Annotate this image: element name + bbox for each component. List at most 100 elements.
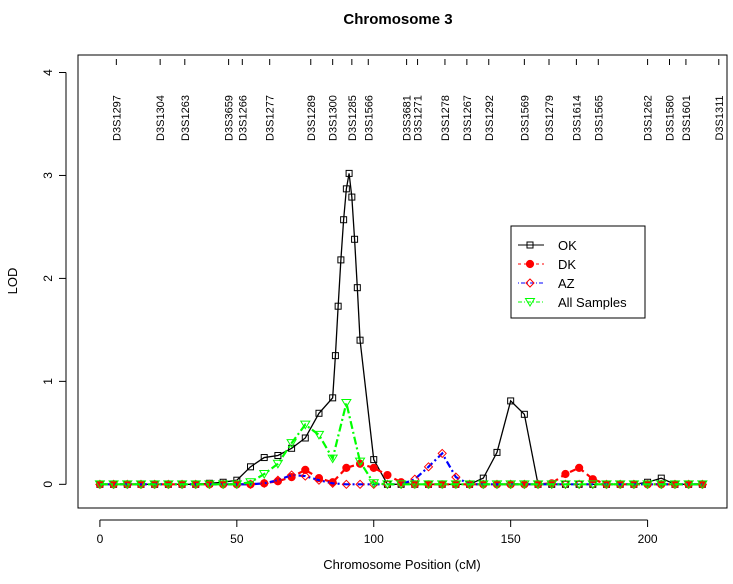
- legend-label: All Samples: [558, 295, 627, 310]
- data-point: [520, 410, 528, 418]
- data-point: [368, 479, 380, 489]
- data-point: [327, 478, 338, 488]
- series-line: [99, 402, 703, 486]
- data-point: [655, 480, 667, 490]
- marker-label-D3S1267: D3S1267: [462, 95, 474, 141]
- data-point: [190, 480, 202, 490]
- marker-label-D3S1601: D3S1601: [681, 95, 693, 141]
- data-point: [410, 474, 420, 484]
- legend: OK DK AZ All Samples: [510, 225, 646, 319]
- data-point: [601, 480, 612, 490]
- data-point: [628, 480, 640, 490]
- data-point: [518, 480, 530, 490]
- data-point: [286, 439, 297, 449]
- marker-label-D3S1566: D3S1566: [363, 95, 375, 141]
- data-point: [327, 454, 339, 464]
- data-point: [340, 398, 352, 408]
- data-point: [423, 480, 434, 490]
- marker-label-D3S1277: D3S1277: [265, 95, 277, 141]
- legend-label: AZ: [558, 276, 575, 291]
- y-tick-label: 4: [41, 69, 55, 76]
- data-point: [274, 451, 282, 459]
- legend-marker: [526, 241, 534, 249]
- data-point: [149, 480, 161, 490]
- x-tick-label: 100: [364, 532, 384, 546]
- marker-label-D3S1565: D3S1565: [593, 95, 605, 141]
- legend-label: DK: [558, 257, 576, 272]
- data-point: [299, 420, 311, 430]
- legend-marker: [525, 278, 535, 288]
- data-point: [507, 397, 515, 405]
- series-line: [99, 173, 703, 485]
- data-point: [329, 394, 337, 402]
- data-point: [573, 480, 585, 490]
- y-tick-label: 1: [41, 378, 55, 385]
- data-point: [369, 463, 378, 472]
- data-point: [423, 462, 434, 472]
- marker-label-D3S1580: D3S1580: [664, 95, 676, 141]
- data-point: [436, 480, 448, 490]
- data-point: [546, 480, 558, 490]
- chart-title: Chromosome 3: [343, 11, 452, 28]
- legend-marker: [524, 298, 536, 307]
- marker-label-D3S3681: D3S3681: [402, 95, 414, 141]
- marker-label-D3S1266: D3S1266: [237, 95, 249, 141]
- data-point: [575, 463, 584, 472]
- series-ok: [96, 169, 706, 488]
- data-point: [286, 470, 297, 480]
- data-point: [342, 185, 350, 193]
- data-point: [493, 448, 501, 456]
- y-tick-label: 3: [41, 172, 55, 179]
- data-point: [491, 480, 503, 490]
- data-point: [260, 454, 268, 462]
- legend-marker: [525, 259, 535, 269]
- data-point: [353, 284, 361, 292]
- data-point: [300, 471, 310, 481]
- data-point: [217, 480, 229, 490]
- x-tick-label: 150: [501, 532, 521, 546]
- data-point: [301, 465, 310, 475]
- data-point: [370, 456, 378, 464]
- data-point: [354, 457, 366, 467]
- marker-label-D3S1271: D3S1271: [413, 95, 425, 141]
- legend-box: [510, 225, 646, 319]
- data-point: [245, 478, 256, 488]
- data-point: [464, 480, 475, 490]
- marker-label-D3S1289: D3S1289: [306, 95, 318, 141]
- marker-label-D3S1262: D3S1262: [643, 95, 655, 141]
- data-point: [231, 480, 243, 490]
- data-point: [341, 479, 352, 490]
- data-point: [273, 475, 283, 485]
- data-point: [560, 480, 571, 490]
- marker-label-D3S1569: D3S1569: [519, 95, 531, 141]
- data-point: [258, 470, 270, 479]
- data-point: [176, 480, 188, 490]
- marker-label-D3S1278: D3S1278: [440, 95, 452, 141]
- data-point: [355, 479, 365, 490]
- data-point: [532, 480, 544, 490]
- data-point: [108, 480, 119, 490]
- data-point: [345, 169, 353, 177]
- marker-label-D3S1292: D3S1292: [484, 95, 496, 141]
- data-point: [259, 478, 269, 488]
- data-point: [340, 216, 348, 224]
- x-tick-label: 200: [638, 532, 658, 546]
- data-point: [162, 480, 174, 490]
- data-point: [337, 256, 345, 264]
- y-tick-label: 2: [41, 275, 55, 282]
- data-point: [315, 409, 323, 417]
- data-point: [614, 480, 626, 490]
- data-point: [288, 444, 296, 452]
- data-point: [587, 480, 599, 490]
- marker-label-D3S1311: D3S1311: [714, 95, 726, 140]
- data-point: [314, 475, 324, 485]
- data-point: [356, 336, 364, 344]
- marker-label-D3S1304: D3S1304: [155, 95, 167, 141]
- data-point: [437, 448, 447, 459]
- data-point: [121, 480, 133, 490]
- data-point: [135, 480, 147, 490]
- data-point: [351, 235, 359, 243]
- data-point: [669, 480, 681, 490]
- data-point: [94, 480, 106, 490]
- series-all-samples: [94, 398, 708, 490]
